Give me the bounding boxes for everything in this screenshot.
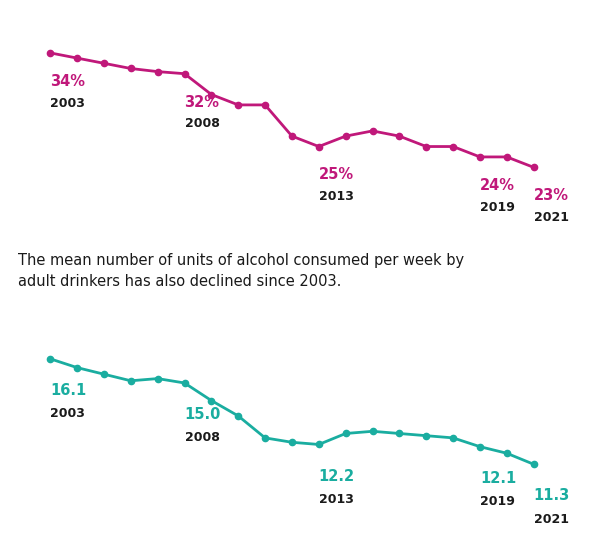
Text: 12.1: 12.1 <box>480 471 516 486</box>
Text: 2021: 2021 <box>533 513 569 526</box>
Text: 25%: 25% <box>319 167 354 182</box>
Text: 32%: 32% <box>185 94 220 109</box>
Text: 2021: 2021 <box>533 211 569 224</box>
Text: 2003: 2003 <box>50 407 85 420</box>
Text: 34%: 34% <box>50 74 85 89</box>
Text: 2003: 2003 <box>50 96 85 109</box>
Text: 24%: 24% <box>480 178 515 193</box>
Text: 2008: 2008 <box>185 118 220 131</box>
Text: 16.1: 16.1 <box>50 383 86 398</box>
Text: 2019: 2019 <box>480 201 515 214</box>
Text: 2019: 2019 <box>480 495 515 508</box>
Text: 23%: 23% <box>533 188 569 203</box>
Text: 15.0: 15.0 <box>185 407 221 422</box>
Text: The mean number of units of alcohol consumed per week by
adult drinkers has also: The mean number of units of alcohol cons… <box>18 253 464 289</box>
Text: 2013: 2013 <box>319 190 353 203</box>
Text: 2008: 2008 <box>185 431 220 444</box>
Text: 11.3: 11.3 <box>533 488 570 504</box>
Text: 12.2: 12.2 <box>319 469 355 483</box>
Text: 2013: 2013 <box>319 493 353 506</box>
